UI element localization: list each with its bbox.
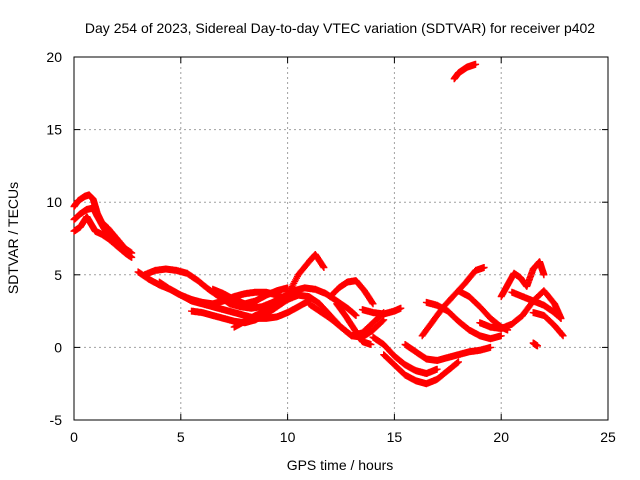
x-tick-label: 15 (387, 429, 403, 445)
series-track-9 (209, 284, 292, 308)
y-tick-label: 0 (54, 339, 62, 355)
series-track-3 (70, 204, 133, 260)
series-track-21 (497, 258, 548, 301)
data-point-marks (401, 341, 494, 364)
series-track-11 (326, 277, 377, 308)
data-point-marks (326, 277, 377, 308)
series-track-22 (508, 288, 565, 322)
data-point-marks (450, 60, 480, 83)
data-point-marks (455, 287, 512, 334)
axis-ticks: 0 5 10 15 20 25 -5 0 5 10 15 20 (46, 49, 616, 445)
data-point-marks (333, 300, 375, 348)
data-point-marks (209, 284, 292, 308)
series-track-23 (529, 309, 567, 340)
data-marks (70, 60, 567, 388)
plot-frame (73, 56, 609, 421)
series-track-24 (529, 339, 541, 350)
chart-title: Day 254 of 2023, Sidereal Day-to-day VTE… (85, 20, 595, 36)
data-point-marks (497, 258, 548, 301)
y-tick-label: 15 (46, 122, 62, 138)
series-track-13 (358, 304, 405, 318)
series-track-25 (450, 60, 480, 83)
x-tick-label: 10 (280, 429, 296, 445)
y-tick-label: -5 (50, 412, 63, 428)
y-tick-label: 20 (46, 49, 62, 65)
data-point-marks (508, 288, 565, 322)
x-tick-label: 25 (600, 429, 616, 445)
data-point-marks (358, 304, 405, 318)
series-track-20 (455, 287, 512, 334)
y-tick-label: 10 (46, 194, 62, 210)
series-track-8 (230, 251, 328, 331)
x-tick-label: 0 (70, 429, 78, 445)
data-point-marks (369, 333, 441, 377)
series-track-18 (422, 298, 505, 343)
y-axis-label: SDTVAR / TECUs (5, 182, 21, 294)
x-tick-label: 5 (177, 429, 185, 445)
data-point-marks (529, 309, 567, 340)
x-tick-label: 20 (493, 429, 509, 445)
data-point-marks (70, 204, 133, 260)
data-point-marks (422, 298, 505, 343)
y-tick-label: 5 (54, 267, 62, 283)
grid (74, 57, 608, 420)
data-point-marks (529, 339, 541, 350)
data-point-marks (230, 251, 328, 331)
series-track-14 (369, 333, 441, 377)
x-axis-label: GPS time / hours (287, 457, 394, 473)
series-track-12 (333, 300, 375, 348)
series-track-16 (401, 341, 494, 364)
data-point-marks (380, 351, 462, 388)
series-track-15 (380, 351, 462, 388)
